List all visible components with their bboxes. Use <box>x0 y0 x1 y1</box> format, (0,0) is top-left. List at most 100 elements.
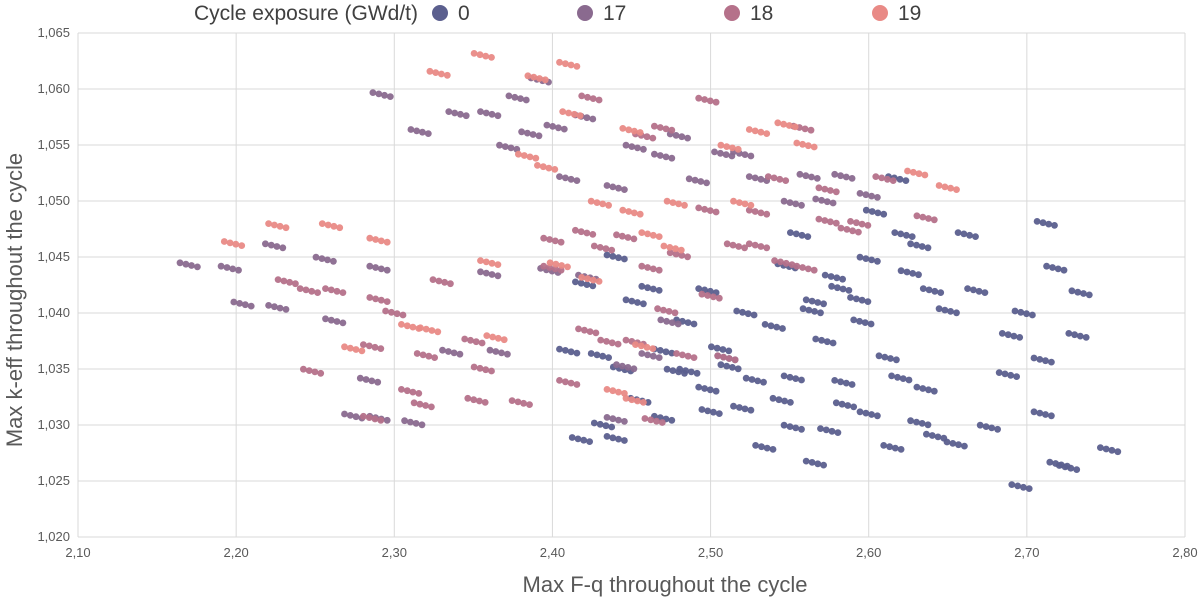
data-point <box>556 173 563 181</box>
data-point <box>526 153 534 161</box>
data-point <box>488 54 495 61</box>
data-point <box>793 139 801 147</box>
data-point <box>649 345 657 352</box>
data-point <box>750 311 758 319</box>
data-point <box>247 302 255 310</box>
data-point <box>868 208 876 215</box>
data-point <box>792 375 800 382</box>
data-point <box>622 141 630 149</box>
legend-marker <box>724 5 740 21</box>
data-point <box>862 191 870 199</box>
data-point <box>937 289 945 296</box>
y-axis-title: Max k-eff throughout the cycle <box>2 153 27 447</box>
data-point <box>447 280 454 288</box>
data-point <box>930 216 938 224</box>
data-point <box>823 338 831 346</box>
data-point <box>640 399 647 406</box>
data-point <box>488 110 496 118</box>
data-point <box>736 199 743 207</box>
data-point <box>483 332 491 339</box>
data-point <box>336 224 344 232</box>
data-point <box>418 421 426 429</box>
data-point <box>747 152 755 160</box>
data-point <box>622 336 630 344</box>
data-point <box>822 426 830 434</box>
data-point <box>1068 287 1076 295</box>
data-point <box>398 321 405 328</box>
data-point <box>1025 485 1033 492</box>
data-point <box>763 210 771 218</box>
data-point <box>690 320 698 328</box>
data-point <box>1085 291 1093 299</box>
data-point <box>767 322 775 330</box>
data-point <box>271 303 278 311</box>
data-point <box>477 108 484 115</box>
data-point <box>764 173 772 181</box>
data-point <box>678 252 686 259</box>
data-point <box>488 271 496 278</box>
y-tick-label: 1,020 <box>37 529 70 544</box>
data-point <box>429 276 437 283</box>
data-point <box>1042 411 1049 418</box>
data-point <box>894 373 901 381</box>
data-point <box>356 374 364 382</box>
data-point <box>930 387 938 395</box>
data-point <box>1004 331 1012 339</box>
x-tick-label: 2,60 <box>856 545 881 560</box>
data-point <box>909 270 917 277</box>
data-point <box>564 263 571 271</box>
data-point <box>530 73 538 81</box>
data-point <box>731 356 739 364</box>
data-point <box>464 394 472 402</box>
data-point <box>663 365 671 373</box>
data-point <box>821 217 829 224</box>
data-point <box>931 287 939 295</box>
data-point <box>613 231 620 239</box>
data-point <box>570 110 578 118</box>
data-point <box>352 346 360 353</box>
data-point <box>745 126 753 133</box>
data-point <box>799 305 807 313</box>
data-point <box>488 367 495 375</box>
data-point <box>763 244 771 252</box>
data-point <box>634 144 641 152</box>
data-point <box>844 402 852 409</box>
data-point <box>831 170 839 178</box>
data-points <box>176 50 1122 492</box>
data-point <box>511 93 519 101</box>
data-point <box>621 186 628 194</box>
data-point <box>818 196 825 204</box>
y-tick-label: 1,065 <box>37 25 70 40</box>
data-point <box>641 415 649 422</box>
data-point <box>687 368 695 376</box>
data-point <box>874 194 881 201</box>
data-point <box>279 244 287 252</box>
data-point <box>456 350 464 358</box>
data-point <box>690 354 698 361</box>
data-point <box>562 60 569 68</box>
data-point <box>849 227 856 235</box>
data-point <box>632 341 639 348</box>
data-point <box>574 435 582 443</box>
data-point <box>360 341 367 348</box>
data-point <box>526 401 533 408</box>
data-point <box>636 129 644 136</box>
data-point <box>567 61 575 69</box>
data-point <box>712 387 720 395</box>
data-point <box>322 315 329 323</box>
data-point <box>274 276 282 283</box>
data-point <box>1001 370 1009 378</box>
data-point <box>839 285 847 293</box>
data-point <box>703 179 710 187</box>
data-point <box>476 51 484 59</box>
data-point <box>529 131 537 138</box>
data-point <box>668 154 676 162</box>
data-point <box>915 271 922 279</box>
data-point <box>655 266 663 274</box>
data-point <box>808 459 816 466</box>
data-point <box>741 405 749 413</box>
data-point <box>555 124 562 132</box>
data-point <box>393 310 401 318</box>
data-point <box>693 369 701 377</box>
data-point <box>424 130 432 138</box>
